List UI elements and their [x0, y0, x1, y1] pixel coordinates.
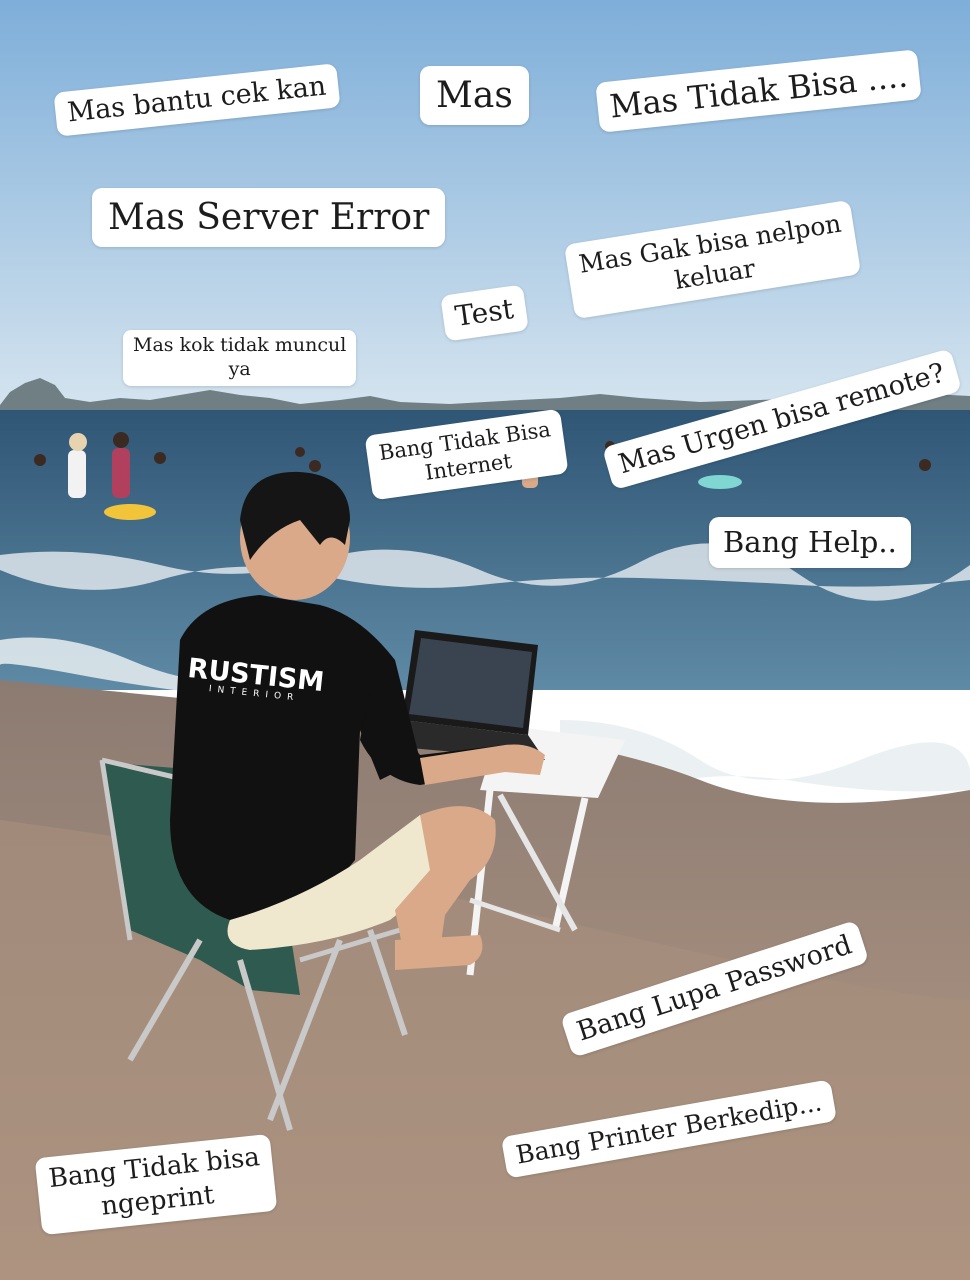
message-text: Test — [452, 292, 516, 333]
hair — [240, 471, 350, 560]
message-bubble-mas: Mas — [420, 66, 529, 126]
laptop — [402, 630, 545, 760]
message-text: Bang Help.. — [723, 525, 897, 559]
foot — [395, 935, 483, 970]
leg — [395, 806, 496, 960]
message-bubble-kok-tidak-muncul: Mas kok tidak muncul ya — [123, 330, 357, 386]
message-bubble-server-error: Mas Server Error — [92, 188, 446, 248]
person-working-on-laptop — [170, 471, 545, 970]
swimmers — [34, 432, 931, 520]
black-shirt — [170, 595, 420, 922]
shorts — [227, 815, 441, 950]
message-text-line2: ya — [228, 357, 251, 380]
island-silhouettes — [0, 378, 970, 412]
message-text-line1: Mas kok tidak muncul — [133, 334, 347, 356]
message-bubble-help: Bang Help.. — [709, 517, 911, 568]
message-text: Mas — [436, 75, 513, 116]
message-text: Mas Server Error — [108, 197, 430, 238]
forearm — [420, 744, 545, 785]
